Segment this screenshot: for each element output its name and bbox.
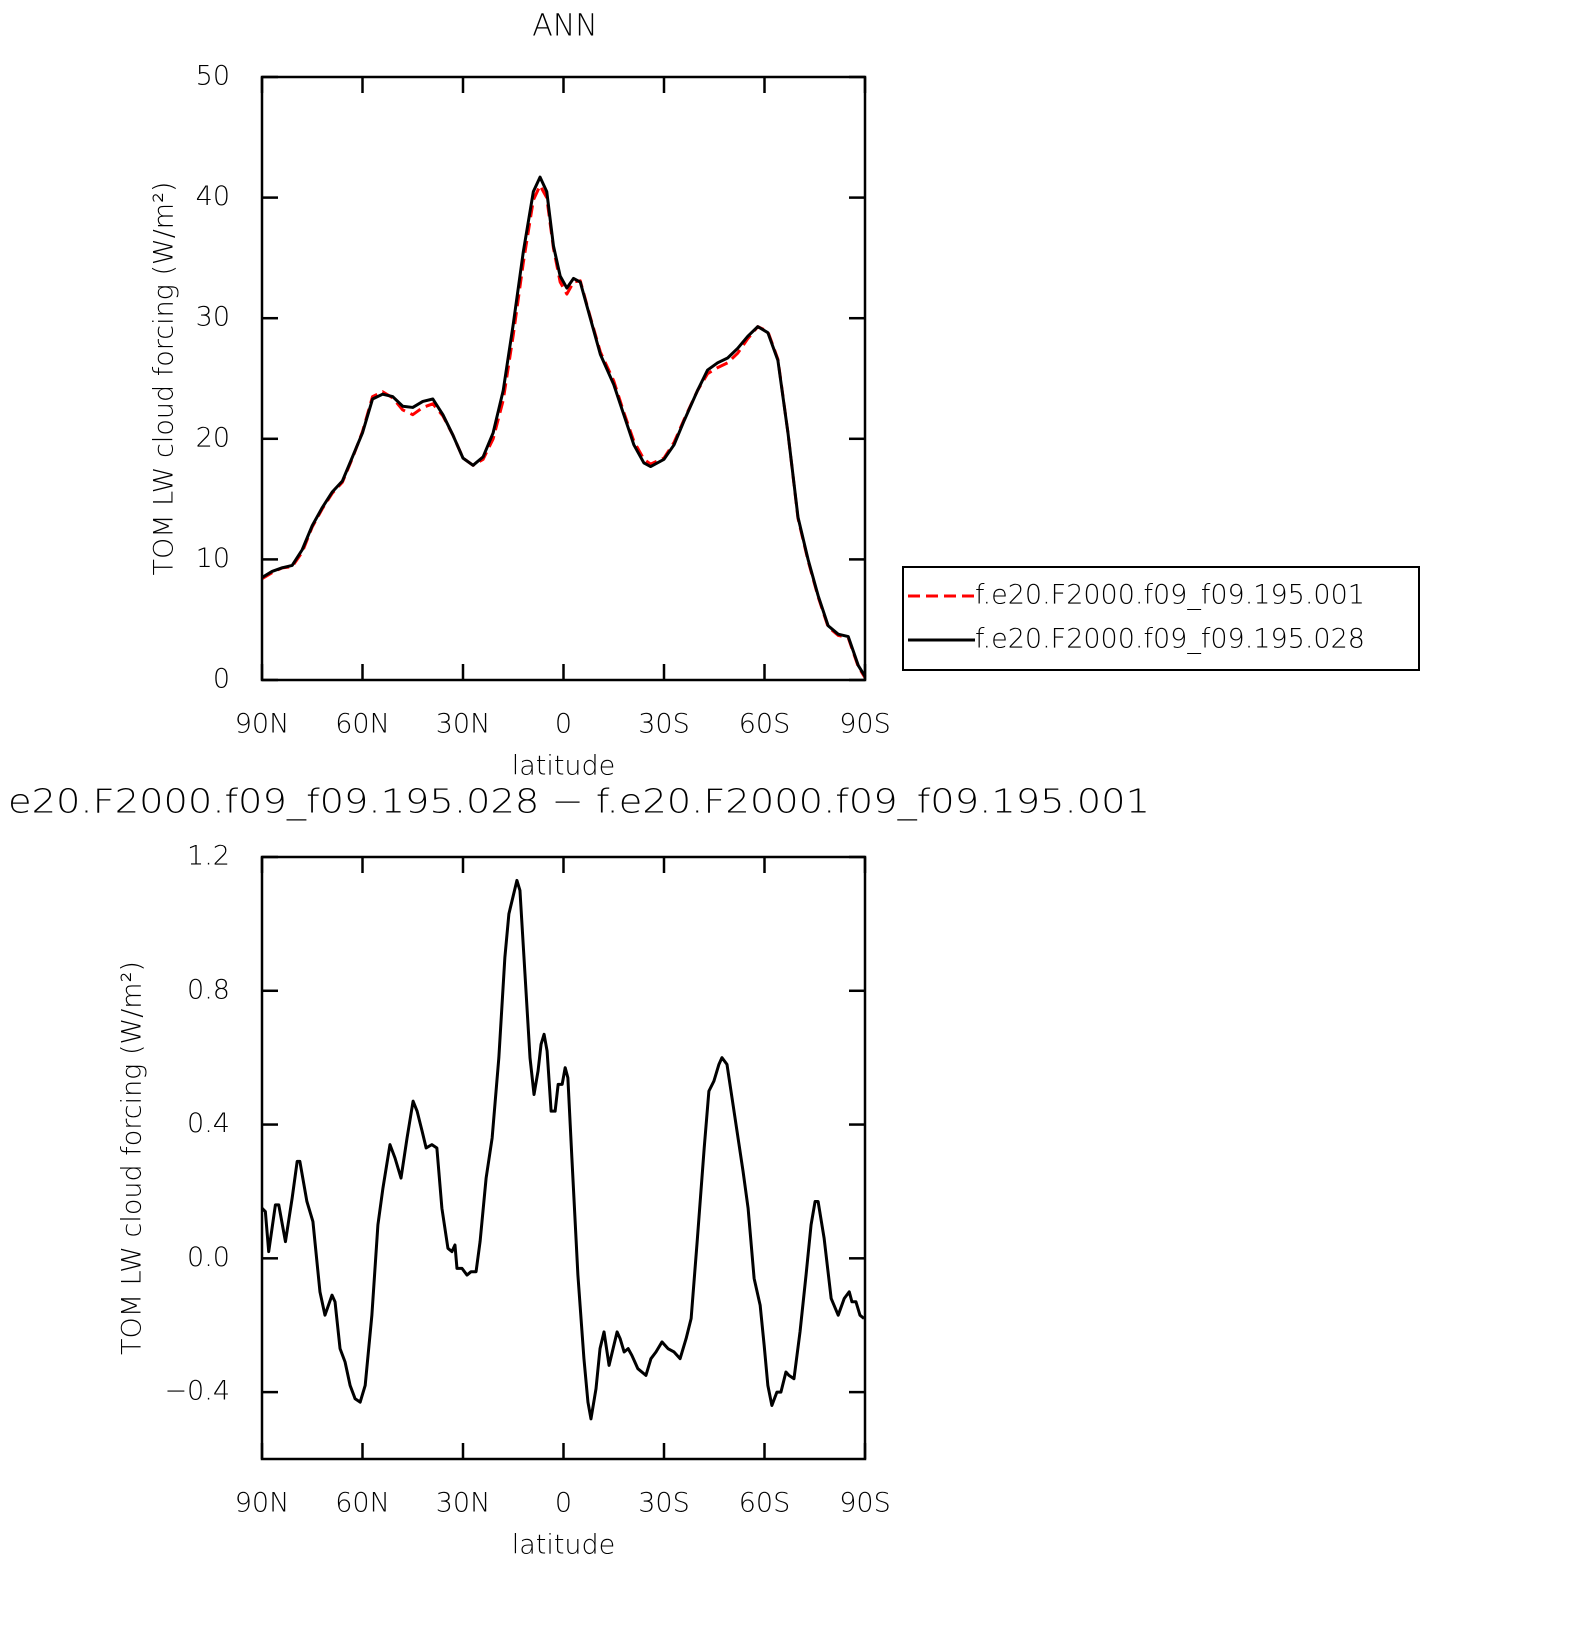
y-tick-label: 1.2 <box>187 841 230 872</box>
y-tick-label: −0.4 <box>164 1376 230 1407</box>
x-axis-label: latitude <box>512 1530 616 1561</box>
x-tick-label: 0 <box>555 709 572 740</box>
y-tick-label: 30 <box>196 302 230 333</box>
y-axis-label: TOM LW cloud forcing (W/m²) <box>117 961 148 1355</box>
y-tick-label: 50 <box>196 61 230 92</box>
plot-frame <box>260 75 867 682</box>
y-tick-label: 0.0 <box>187 1242 230 1273</box>
x-tick-label: 30N <box>436 709 491 740</box>
legend-box <box>902 566 1420 671</box>
y-tick-label: 40 <box>196 181 230 212</box>
data-line <box>261 184 867 679</box>
x-tick-label: 90N <box>235 1488 290 1519</box>
y-tick-label: 10 <box>196 543 230 574</box>
chart-title: e20.F2000.f09_f09.195.028 − f.e20.F2000.… <box>8 782 1150 822</box>
x-tick-label: 90S <box>839 1488 891 1519</box>
x-tick-label: 90S <box>839 709 891 740</box>
x-tick-label: 30S <box>638 709 690 740</box>
data-line <box>260 878 865 1421</box>
y-axis-label: TOM LW cloud forcing (W/m²) <box>149 182 180 576</box>
legend-label: f.e20.F2000.f09_f09.195.001 <box>975 580 1365 611</box>
data-line <box>261 175 867 678</box>
x-tick-label: 60S <box>739 1488 791 1519</box>
x-tick-label: 0 <box>555 1488 572 1519</box>
x-tick-label: 30S <box>638 1488 690 1519</box>
plot-frame <box>260 855 867 1461</box>
legend-label: f.e20.F2000.f09_f09.195.028 <box>975 624 1365 655</box>
x-tick-label: 30N <box>436 1488 491 1519</box>
x-tick-label: 60N <box>335 1488 390 1519</box>
y-tick-label: 0.4 <box>187 1108 230 1139</box>
y-tick-label: 0 <box>213 664 230 695</box>
x-tick-label: 90N <box>235 709 290 740</box>
y-tick-label: 20 <box>196 422 230 453</box>
x-axis-label: latitude <box>512 751 616 782</box>
x-tick-label: 60N <box>335 709 390 740</box>
y-tick-label: 0.8 <box>187 974 230 1005</box>
chart-title: ANN <box>532 9 597 44</box>
x-tick-label: 60S <box>739 709 791 740</box>
